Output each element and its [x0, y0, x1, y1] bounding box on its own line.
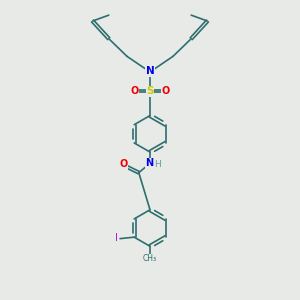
Text: O: O: [130, 86, 139, 96]
Text: N: N: [145, 158, 154, 168]
Text: O: O: [119, 159, 127, 170]
Text: I: I: [115, 233, 118, 243]
Text: N: N: [146, 66, 154, 76]
Text: H: H: [154, 160, 161, 169]
Text: CH₃: CH₃: [143, 254, 157, 263]
Text: O: O: [161, 86, 170, 96]
Text: S: S: [146, 86, 154, 96]
